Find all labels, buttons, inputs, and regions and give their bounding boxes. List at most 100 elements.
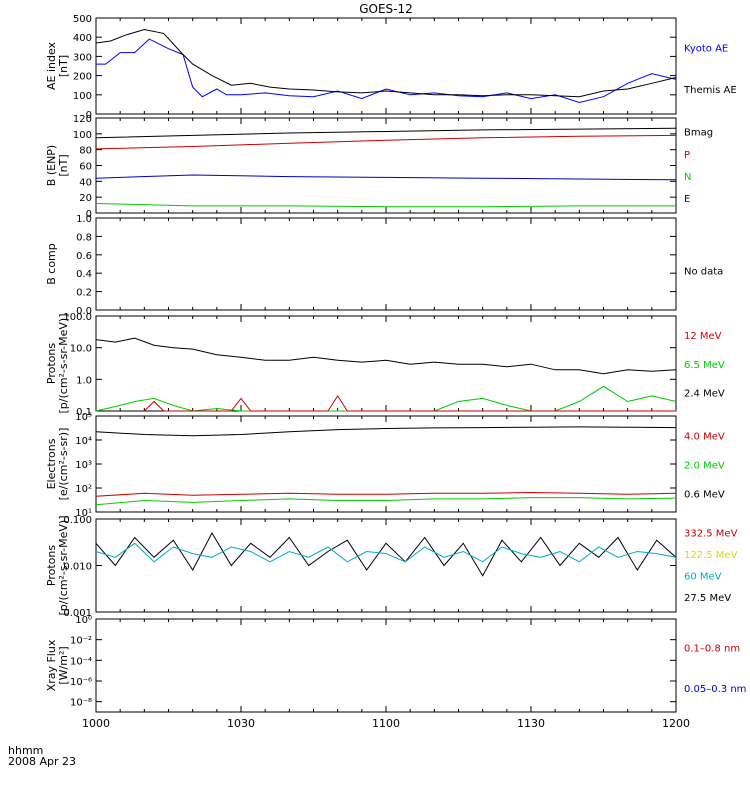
legend-label: 122.5 MeV [684,550,738,561]
y-tick-label: 10⁵ [75,412,92,423]
legend-label: 27.5 MeV [684,593,731,604]
series-line-2-4-mev [95,337,677,375]
series-line-kyoto-ae [96,38,677,104]
legend-label: 4.0 MeV [684,431,725,442]
y-tick-label: 0.6 [76,251,92,262]
y-tick-label: 0 [86,209,92,220]
y-tick-label: 0.001 [63,608,92,619]
series-line-e [95,174,677,181]
legend-label: Kyoto AE [684,43,728,54]
y-tick-label: 10⁴ [75,436,92,447]
y-tick-label: 200 [73,72,92,83]
y-tick-label: 10⁻² [70,636,92,647]
legend-label: Bmag [684,128,713,139]
x-tick-label: 1000 [82,717,110,730]
y-tick-label: 0.0 [76,306,92,317]
y-axis-units: [p/(cm²-s-sr-MeV)] [57,314,70,414]
series-line-bmag [95,127,677,139]
y-axis-units: [nT] [57,154,70,176]
panel-6: 0.001 0.010 0.100 Protons [p/(cm²-s-sr-MeV)]… [45,515,738,619]
y-tick-label: 0.2 [76,288,92,299]
y-axis-units: [p/(cm²-s-sr-MeV)] [57,516,70,616]
y-tick-label: 0.010 [63,562,92,573]
y-tick-label: 0 [86,110,92,121]
y-tick-label: 0.1 [76,407,92,418]
panel-4: 0.1 1.0 10.0 100.0 Protons [p/(cm²-s-sr-MeV)]… [45,312,725,418]
y-tick-label: 10⁻⁶ [70,677,92,688]
panel-1: 0 100 200 300 400 500 AE index [nT] Kyoto AE Them… [45,14,737,121]
y-tick-label: 20 [79,193,92,204]
y-tick-label: 100 [73,130,92,141]
series-line-0-6-mev [95,426,677,437]
y-axis-label: Xray Flux [45,639,58,691]
panel-frame [95,518,677,613]
y-tick-label: 100.0 [63,312,92,323]
legend-label: No data [684,267,723,278]
x-axis-corner-date: 2008 Apr 23 [8,755,76,768]
panel-frame [95,315,677,412]
panel-5: 10¹ 10² 10³ 10⁴ 10⁵ Electrons [e/(cm²-s-sr)] 4.… [45,412,725,519]
y-tick-label: 0.8 [76,232,92,243]
y-tick-label: 100 [73,91,92,102]
legend-label: 0.05–0.3 nm [684,684,746,695]
legend-label: 2.0 MeV [684,460,725,471]
y-axis-label: AE index [45,41,58,90]
series-line-themis-ae [95,28,677,98]
y-tick-label: 10⁰ [75,615,92,626]
legend-label: 6.5 MeV [684,360,725,371]
y-axis-label: B (ENP) [45,145,58,186]
y-axis-label: Protons [45,545,58,586]
y-axis-label: Protons [45,343,58,384]
y-axis-units: [e/(cm²-s-sr)] [57,428,70,501]
panel-frame [95,217,677,311]
y-tick-label: 40 [79,177,92,188]
x-axis: 1000 1030 1100 1130 1200 [82,717,690,730]
x-axis-corner-hhmm: hhmm [8,744,43,757]
y-tick-label: 500 [73,14,92,25]
legend-label: 0.1–0.8 nm [684,643,740,654]
panel-frame [95,117,677,214]
y-tick-label: 10³ [75,460,92,471]
series-line-60-mev [95,542,677,563]
legend-label: 60 MeV [684,572,722,583]
y-axis-label: B comp [45,243,58,285]
y-tick-label: 10⁻⁴ [70,656,92,667]
legend-label: 0.6 MeV [684,490,725,501]
y-tick-label: 10² [75,484,92,495]
legend-label: 332.5 MeV [684,528,738,539]
y-tick-label: 0.100 [63,515,92,526]
legend-label: E [684,194,690,205]
series-line-2-0-mev [95,497,677,506]
y-tick-label: 10¹ [75,508,92,519]
y-axis-label: Electrons [45,438,58,489]
series-line-4-0-mev [95,491,677,497]
legend-label: N [684,172,691,183]
y-tick-label: 80 [79,146,92,157]
panel-frame [95,618,677,713]
x-tick-label: 1200 [662,717,690,730]
series-line-n [95,203,676,208]
x-tick-label: 1030 [227,717,255,730]
legend-label: 12 MeV [684,331,722,342]
panel-3: 0.0 0.2 0.4 0.6 0.8 1.0 B comp No data [45,214,723,317]
y-tick-label: 300 [73,52,92,63]
x-tick-label: 1130 [517,717,545,730]
y-axis-units: [W/m²] [57,646,70,684]
y-tick-label: 1.0 [76,375,92,386]
legend-label: P [684,150,690,161]
legend-label: Themis AE [683,85,737,96]
x-tick-label: 1100 [372,717,400,730]
series-line-12-mev [143,394,676,412]
y-tick-label: 10.0 [70,344,92,355]
y-tick-label: 10⁻⁸ [70,698,92,709]
y-tick-label: 120 [73,114,92,125]
panel-7: 10⁻⁸ 10⁻⁶ 10⁻⁴ 10⁻² 10⁰ Xray Flux [W/m²] 0.1–0.… [45,615,746,713]
panel-2: 0 20 40 60 80 100 120 B (ENP) [nT] Bmag PNE [45,114,713,220]
y-tick-label: 1.0 [76,214,92,225]
y-axis-units: [nT] [57,55,70,77]
plot-title: GOES-12 [359,2,413,16]
series-line-27-5-mev [95,531,677,577]
panel-frame [95,17,677,115]
